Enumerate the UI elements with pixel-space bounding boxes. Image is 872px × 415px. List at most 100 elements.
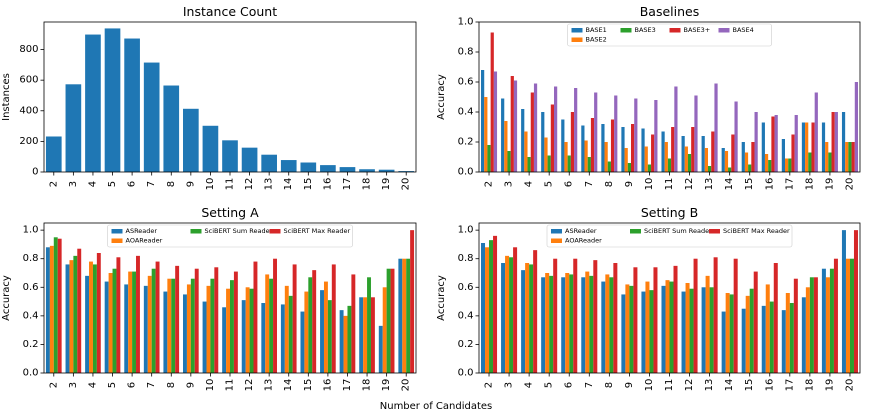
bar-series-10 xyxy=(202,125,219,172)
x-tick-label: 10 xyxy=(644,178,655,191)
bar-base3--12 xyxy=(691,127,695,172)
bar-aoareader-14 xyxy=(725,293,730,373)
bar-scibert-max-reader-5 xyxy=(553,258,558,373)
bar-base3-9 xyxy=(627,163,631,172)
legend-swatch xyxy=(630,229,641,234)
bar-scibert-sum-reader-19 xyxy=(829,268,834,373)
y-tick-label: 400 xyxy=(19,105,38,116)
bar-scibert-sum-reader-2 xyxy=(53,237,58,373)
bar-scibert-sum-reader-20 xyxy=(849,258,854,373)
bar-base3--20 xyxy=(851,142,855,172)
legend-entry: BASE3+ xyxy=(684,26,711,34)
x-tick-label: 5 xyxy=(107,181,118,187)
bar-base4-8 xyxy=(614,95,618,172)
bar-asreader-7 xyxy=(143,285,148,373)
bar-asreader-13 xyxy=(261,303,266,373)
bar-scibert-sum-reader-13 xyxy=(709,287,714,373)
bar-series-14 xyxy=(280,160,297,172)
y-tick-label: 800 xyxy=(19,44,38,55)
x-tick-label: 14 xyxy=(283,379,294,392)
bar-scibert-sum-reader-8 xyxy=(609,277,614,373)
bar-aoareader-17 xyxy=(343,315,348,373)
bar-asreader-3 xyxy=(65,264,70,373)
x-tick-label: 8 xyxy=(166,181,177,187)
x-tick-label: 15 xyxy=(303,178,314,191)
bar-scibert-max-reader-8 xyxy=(613,263,618,373)
legend: BASE1 BASE3 BASE3+ BASE4 BASE2 xyxy=(567,23,772,47)
x-tick-label: 5 xyxy=(544,382,555,388)
bar-scibert-max-reader-7 xyxy=(155,261,160,373)
x-tick-label: 10 xyxy=(205,379,216,392)
bar-asreader-2 xyxy=(481,243,486,373)
bar-base3-5 xyxy=(547,155,551,172)
bar-asreader-7 xyxy=(581,277,586,373)
bar-base3-6 xyxy=(567,155,571,172)
bar-scibert-sum-reader-8 xyxy=(171,278,176,373)
bar-asreader-16 xyxy=(320,290,324,373)
bar-aoareader-4 xyxy=(89,261,93,373)
x-tick-label: 19 xyxy=(824,379,835,392)
x-tick-label: 4 xyxy=(524,382,535,388)
legend: ASReader SciBERT Sum Reader SciBERT Max Re… xyxy=(546,224,793,248)
bar-aoareader-11 xyxy=(226,288,230,373)
bar-scibert-max-reader-20 xyxy=(410,230,415,373)
x-tick-label: 6 xyxy=(564,382,575,388)
x-tick-label: 17 xyxy=(342,178,353,191)
bar-base3-17 xyxy=(788,158,792,172)
bar-asreader-5 xyxy=(104,281,109,373)
bar-scibert-sum-reader-17 xyxy=(789,303,794,373)
x-tick-label: 19 xyxy=(381,379,392,392)
bar-scibert-sum-reader-11 xyxy=(230,280,234,373)
bar-base2-15 xyxy=(744,152,749,172)
bar-aoareader-5 xyxy=(108,273,113,373)
legend-swatch xyxy=(111,229,123,234)
x-tick-label: 13 xyxy=(264,379,275,392)
legend-swatch xyxy=(669,28,681,33)
x-tick-label: 15 xyxy=(744,379,755,392)
bar-base2-2 xyxy=(484,97,488,172)
bar-asreader-4 xyxy=(85,275,90,373)
bar-base1-14 xyxy=(721,148,725,172)
bar-series-17 xyxy=(339,167,356,172)
legend-swatch xyxy=(571,28,583,33)
bar-scibert-max-reader-16 xyxy=(331,264,336,373)
bar-base4-9 xyxy=(634,98,638,172)
bar-scibert-max-reader-14 xyxy=(292,264,297,373)
bar-base3-15 xyxy=(748,164,752,172)
x-tick-label: 10 xyxy=(644,379,655,392)
chart-panel-1: 2 3 4 5 6 7 8 9 10 11 12 13 14 15 16 17 18 19 200200400600… xyxy=(1,4,417,191)
bar-base1-3 xyxy=(501,98,505,172)
bar-asreader-17 xyxy=(781,310,786,373)
bar-series-4 xyxy=(85,34,101,172)
bar-base3--11 xyxy=(671,127,675,172)
bar-scibert-sum-reader-13 xyxy=(269,278,274,373)
y-tick-label: 0.0 xyxy=(458,368,474,379)
bar-series-13 xyxy=(261,154,277,172)
x-tick-label: 14 xyxy=(724,379,735,392)
bar-aoareader-13 xyxy=(265,274,270,373)
bar-base3-8 xyxy=(607,161,611,172)
x-tick-label: 4 xyxy=(87,181,98,187)
legend-swatch xyxy=(551,229,562,234)
bar-base1-19 xyxy=(821,122,826,172)
bar-base3-20 xyxy=(848,142,852,172)
bar-base4-19 xyxy=(834,112,838,172)
chart-panel-4: 2 3 4 5 6 7 8 9 10 11 12 13 14 15 16 17 18 19 20 0.0 0.2 0.4 0… xyxy=(436,205,861,392)
x-tick-label: 4 xyxy=(87,382,98,388)
bar-base1-18 xyxy=(801,122,806,172)
bar-scibert-sum-reader-7 xyxy=(151,268,156,373)
bar-base3--7 xyxy=(590,118,595,172)
y-tick-label: 0.0 xyxy=(23,368,39,379)
bar-asreader-6 xyxy=(561,277,566,373)
bar-base3-4 xyxy=(527,157,531,172)
bar-base4-12 xyxy=(694,95,698,172)
bar-aoareader-11 xyxy=(665,280,670,373)
y-axis-label: Accuracy xyxy=(436,275,447,321)
bar-base2-12 xyxy=(684,146,688,172)
bar-base3--13 xyxy=(711,131,715,172)
bar-scibert-sum-reader-20 xyxy=(406,258,411,373)
bar-asreader-9 xyxy=(183,294,187,373)
bar-scibert-max-reader-5 xyxy=(116,257,121,373)
bar-base3-7 xyxy=(587,157,591,172)
y-tick-label: 0.4 xyxy=(458,107,474,118)
